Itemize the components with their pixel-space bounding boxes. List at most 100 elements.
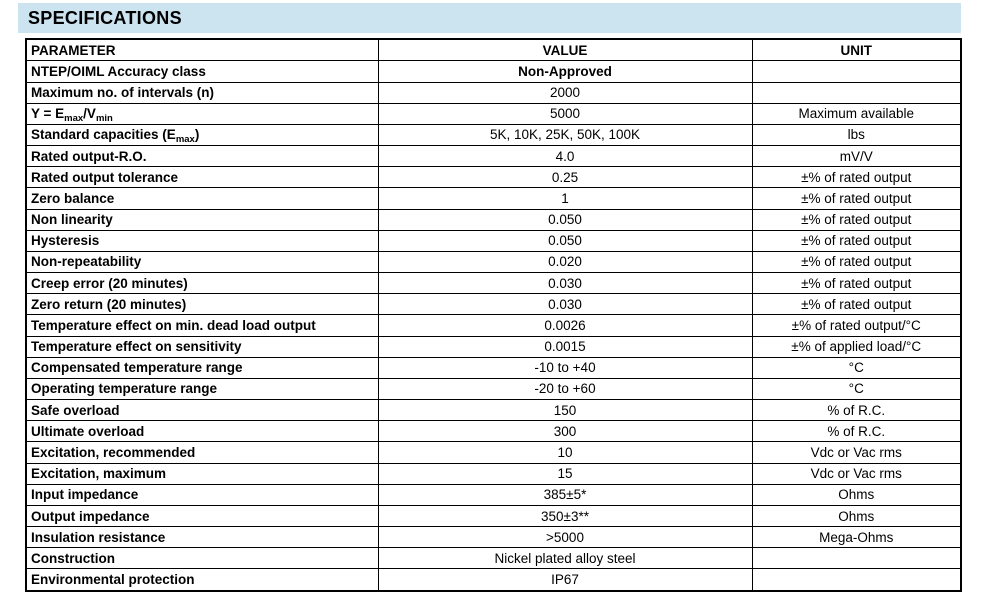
parameter-cell: Operating temperature range xyxy=(25,377,379,401)
table-row: Y = Emax/Vmin 5000 Maximum available xyxy=(25,102,962,125)
unit-cell: Mega-Ohms xyxy=(751,526,962,549)
table-row: Operating temperature range -20 to +60 °… xyxy=(25,377,962,401)
table-row: Compensated temperature range -10 to +40… xyxy=(25,356,962,379)
parameter-text-part: Y = E xyxy=(31,106,65,122)
unit-cell: ±% of rated output/°C xyxy=(751,314,962,337)
table-row: Construction Nickel plated alloy steel xyxy=(25,547,962,570)
value-cell: 350±3** xyxy=(377,504,753,528)
unit-cell xyxy=(751,547,962,570)
parameter-cell: Output impedance xyxy=(25,504,379,528)
parameter-cell: Hysteresis xyxy=(25,229,379,252)
table-row: Hysteresis 0.050 ±% of rated output xyxy=(25,229,962,252)
parameter-text-part: Standard capacities (E xyxy=(31,127,176,143)
parameter-cell: Temperature effect on min. dead load out… xyxy=(25,314,379,337)
unit-cell: % of R.C. xyxy=(751,420,962,443)
table-row: Insulation resistance >5000 Mega-Ohms xyxy=(25,526,962,549)
parameter-cell: Construction xyxy=(25,547,379,570)
table-row: Zero return (20 minutes) 0.030 ±% of rat… xyxy=(25,293,962,316)
unit-cell: °C xyxy=(751,377,962,401)
value-cell: 0.030 xyxy=(377,293,753,316)
parameter-cell: Insulation resistance xyxy=(25,526,379,549)
page-title: SPECIFICATIONS xyxy=(28,7,182,28)
specifications-title-band: SPECIFICATIONS xyxy=(18,3,961,33)
table-header-row: PARAMETER VALUE UNIT xyxy=(25,38,962,62)
table-row: Temperature effect on sensitivity 0.0015… xyxy=(25,335,962,358)
unit-cell: ±% of rated output xyxy=(751,229,962,252)
value-cell: 0.050 xyxy=(377,208,753,231)
unit-cell: ±% of rated output xyxy=(751,208,962,231)
value-cell: 0.0015 xyxy=(377,335,753,358)
unit-cell xyxy=(751,568,962,592)
table-row: Excitation, recommended 10 Vdc or Vac rm… xyxy=(25,441,962,464)
unit-cell: ±% of applied load/°C xyxy=(751,335,962,358)
unit-cell: Vdc or Vac rms xyxy=(751,462,962,485)
table-row: Temperature effect on min. dead load out… xyxy=(25,314,962,337)
value-cell: Nickel plated alloy steel xyxy=(377,547,753,570)
value-cell: 0.0026 xyxy=(377,314,753,337)
parameter-subscript: max xyxy=(175,134,195,146)
unit-cell xyxy=(751,81,962,104)
parameter-cell: Safe overload xyxy=(25,399,379,422)
unit-cell: Ohms xyxy=(751,483,962,506)
parameter-subscript: max xyxy=(64,113,84,125)
value-cell: -20 to +60 xyxy=(377,377,753,401)
value-cell: 150 xyxy=(377,399,753,422)
unit-cell: ±% of rated output xyxy=(751,293,962,316)
value-cell: 5000 xyxy=(377,102,753,125)
unit-cell: ±% of rated output xyxy=(751,166,962,189)
parameter-text-part: /V xyxy=(83,106,96,122)
parameter-cell: Zero balance xyxy=(25,187,379,210)
table-row: Non-repeatability 0.020 ±% of rated outp… xyxy=(25,250,962,274)
parameter-cell: Zero return (20 minutes) xyxy=(25,293,379,316)
unit-cell xyxy=(751,60,962,83)
parameter-cell: Non-repeatability xyxy=(25,250,379,274)
value-cell: 0.020 xyxy=(377,250,753,274)
value-cell: 5K, 10K, 25K, 50K, 100K xyxy=(377,123,753,147)
unit-cell: ±% of rated output xyxy=(751,250,962,274)
parameter-cell: Non linearity xyxy=(25,208,379,231)
parameter-cell: Excitation, maximum xyxy=(25,462,379,485)
value-cell: 0.050 xyxy=(377,229,753,252)
value-cell: 0.030 xyxy=(377,272,753,295)
value-cell: 10 xyxy=(377,441,753,464)
value-cell: 15 xyxy=(377,462,753,485)
unit-cell: ±% of rated output xyxy=(751,187,962,210)
column-header-parameter: PARAMETER xyxy=(25,38,379,62)
parameter-text-part: ) xyxy=(194,127,200,143)
unit-cell: Ohms xyxy=(751,504,962,528)
parameter-subscript: min xyxy=(95,113,113,125)
table-row: Ultimate overload 300 % of R.C. xyxy=(25,420,962,443)
value-cell: IP67 xyxy=(377,568,753,592)
table-row: Rated output-R.O. 4.0 mV/V xyxy=(25,145,962,168)
table-row: Standard capacities (Emax) 5K, 10K, 25K,… xyxy=(25,123,962,147)
table-row: Safe overload 150 % of R.C. xyxy=(25,399,962,422)
value-cell: 2000 xyxy=(377,81,753,104)
unit-cell: lbs xyxy=(751,123,962,147)
parameter-cell: Excitation, recommended xyxy=(25,441,379,464)
unit-cell: Maximum available xyxy=(751,102,962,125)
parameter-cell: Standard capacities (Emax) xyxy=(25,123,379,147)
parameter-cell: Rated output tolerance xyxy=(25,166,379,189)
unit-cell: % of R.C. xyxy=(751,399,962,422)
value-cell: Non-Approved xyxy=(377,60,753,83)
value-cell: 300 xyxy=(377,420,753,443)
unit-cell: Vdc or Vac rms xyxy=(751,441,962,464)
parameter-cell: Environmental protection xyxy=(25,568,379,592)
value-cell: 385±5* xyxy=(377,483,753,506)
unit-cell: mV/V xyxy=(751,145,962,168)
unit-cell: °C xyxy=(751,356,962,379)
value-cell: -10 to +40 xyxy=(377,356,753,379)
parameter-cell: Maximum no. of intervals (n) xyxy=(25,81,379,104)
parameter-cell: Ultimate overload xyxy=(25,420,379,443)
table-row: Rated output tolerance 0.25 ±% of rated … xyxy=(25,166,962,189)
table-row: Maximum no. of intervals (n) 2000 xyxy=(25,81,962,104)
table-row: Zero balance 1 ±% of rated output xyxy=(25,187,962,210)
table-row: Creep error (20 minutes) 0.030 ±% of rat… xyxy=(25,272,962,295)
column-header-unit: UNIT xyxy=(751,38,962,62)
specifications-table: PARAMETER VALUE UNIT NTEP/OIML Accuracy … xyxy=(25,38,962,592)
value-cell: 4.0 xyxy=(377,145,753,168)
column-header-value: VALUE xyxy=(377,38,753,62)
table-row: Non linearity 0.050 ±% of rated output xyxy=(25,208,962,231)
parameter-cell: Rated output-R.O. xyxy=(25,145,379,168)
value-cell: >5000 xyxy=(377,526,753,549)
